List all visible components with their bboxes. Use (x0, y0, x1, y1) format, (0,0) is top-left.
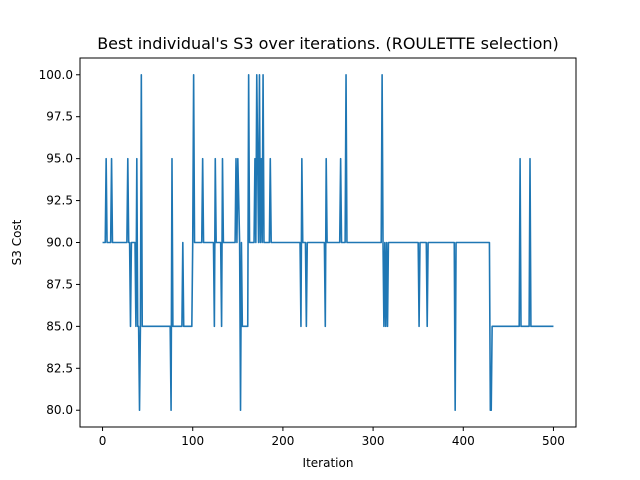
y-tick-label: 97.5 (46, 110, 73, 124)
y-tick-label: 82.5 (46, 361, 73, 375)
x-tick-label: 400 (452, 434, 475, 448)
plot-frame (79, 57, 577, 428)
y-tick-label: 95.0 (46, 152, 73, 166)
series-line-0 (102, 73, 554, 412)
x-tick-label: 200 (271, 434, 294, 448)
chart-title: Best individual's S3 over iterations. (R… (97, 34, 559, 53)
y-tick-label: 92.5 (46, 194, 73, 208)
x-tick-label: 0 (99, 434, 107, 448)
x-tick-label: 100 (181, 434, 204, 448)
y-tick-label: 85.0 (46, 319, 73, 333)
plot-area (102, 73, 554, 412)
y-tick-label: 100.0 (39, 68, 73, 82)
x-axis: 0 100 200 300 400 500 (99, 427, 565, 448)
x-tick-label: 300 (362, 434, 385, 448)
x-tick-label: 500 (542, 434, 565, 448)
y-axis: 80.0 82.5 85.0 87.5 90.0 92.5 95.0 97.5 100.0 (39, 68, 80, 417)
y-tick-label: 80.0 (46, 403, 73, 417)
y-tick-label: 90.0 (46, 236, 73, 250)
y-axis-label: S3 Cost (10, 219, 24, 265)
x-axis-label: Iteration (303, 456, 354, 470)
y-tick-label: 87.5 (46, 277, 73, 291)
